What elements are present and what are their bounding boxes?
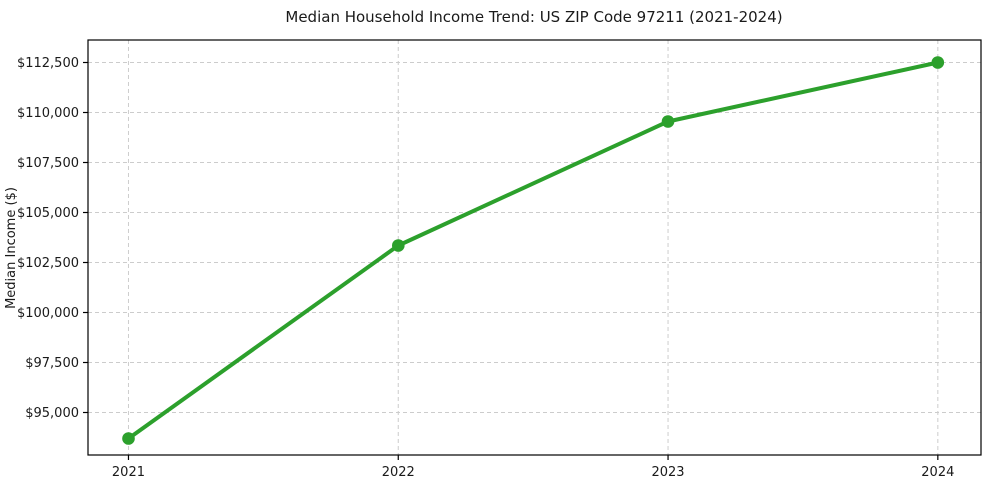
y-tick-label: $97,500	[25, 356, 79, 371]
data-point	[661, 115, 675, 128]
y-tick-label: $102,500	[17, 256, 79, 271]
chart-title: Median Household Income Trend: US ZIP Co…	[285, 8, 782, 26]
y-tick-label: $100,000	[17, 306, 79, 321]
trend-line	[126, 60, 940, 441]
y-axis-label: Median Income ($)	[4, 187, 19, 309]
plot-border	[87, 39, 982, 456]
x-tick-label: 2022	[382, 465, 415, 480]
y-tick-label: $110,000	[17, 106, 79, 121]
gridlines	[88, 40, 981, 455]
x-tick-label: 2021	[112, 465, 145, 480]
y-tick-label: $105,000	[17, 206, 79, 221]
x-tick-label: 2023	[651, 465, 684, 480]
y-tick-label: $107,500	[17, 156, 79, 171]
x-tick-label: 2024	[921, 465, 954, 480]
y-tick-label: $95,000	[25, 406, 79, 421]
x-tick-labels: 2021 2022 2023 2024	[112, 465, 954, 480]
axis-ticks	[83, 61, 939, 460]
y-tick-label: $112,500	[17, 56, 79, 71]
data-point	[931, 56, 945, 69]
data-points	[122, 56, 945, 445]
y-tick-labels: $95,000 $97,500 $100,000 $102,500 $105,000 $1…	[17, 56, 79, 421]
data-point	[392, 239, 405, 252]
data-point	[122, 432, 135, 445]
